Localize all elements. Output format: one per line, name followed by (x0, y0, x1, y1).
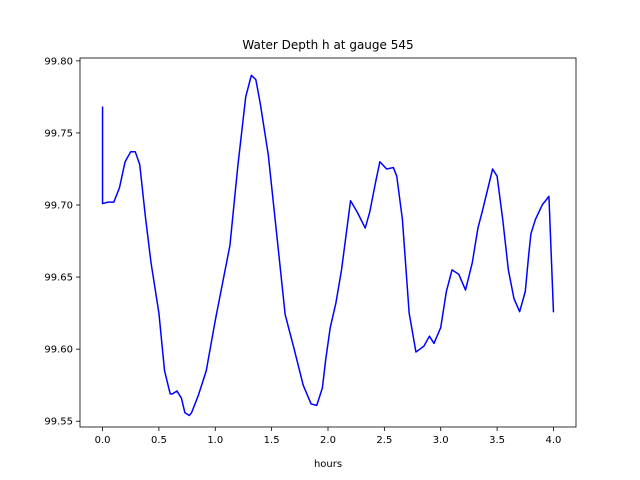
y-tick-label: 99.70 (44, 201, 73, 212)
series-line-0 (101, 74, 555, 417)
x-tick-label: 2.5 (376, 435, 392, 446)
x-tick-label: 4.0 (546, 435, 562, 446)
x-tick-label: 3.5 (489, 435, 505, 446)
axes: 0.0 0.5 1.0 1.5 2.0 2.5 3.0 3.5 4.0 99.55 99.60 99.… (44, 56, 577, 446)
plot-area (101, 74, 555, 417)
y-tick-label: 99.55 (44, 417, 73, 428)
x-tick-label: 3.0 (433, 435, 449, 446)
x-tick-label: 0.5 (151, 435, 167, 446)
y-tick-label: 99.80 (44, 56, 73, 67)
chart-title: Water Depth h at gauge 545 (242, 38, 413, 52)
x-tick-label: 1.0 (207, 435, 223, 446)
y-tick-label: 99.75 (44, 128, 73, 139)
y-tick-label: 99.65 (44, 273, 73, 284)
x-tick-label: 0.0 (95, 435, 111, 446)
x-tick-label: 2.0 (320, 435, 336, 446)
x-axis-label: hours (314, 459, 342, 470)
y-tick-label: 99.60 (44, 345, 73, 356)
x-tick-label: 1.5 (264, 435, 280, 446)
